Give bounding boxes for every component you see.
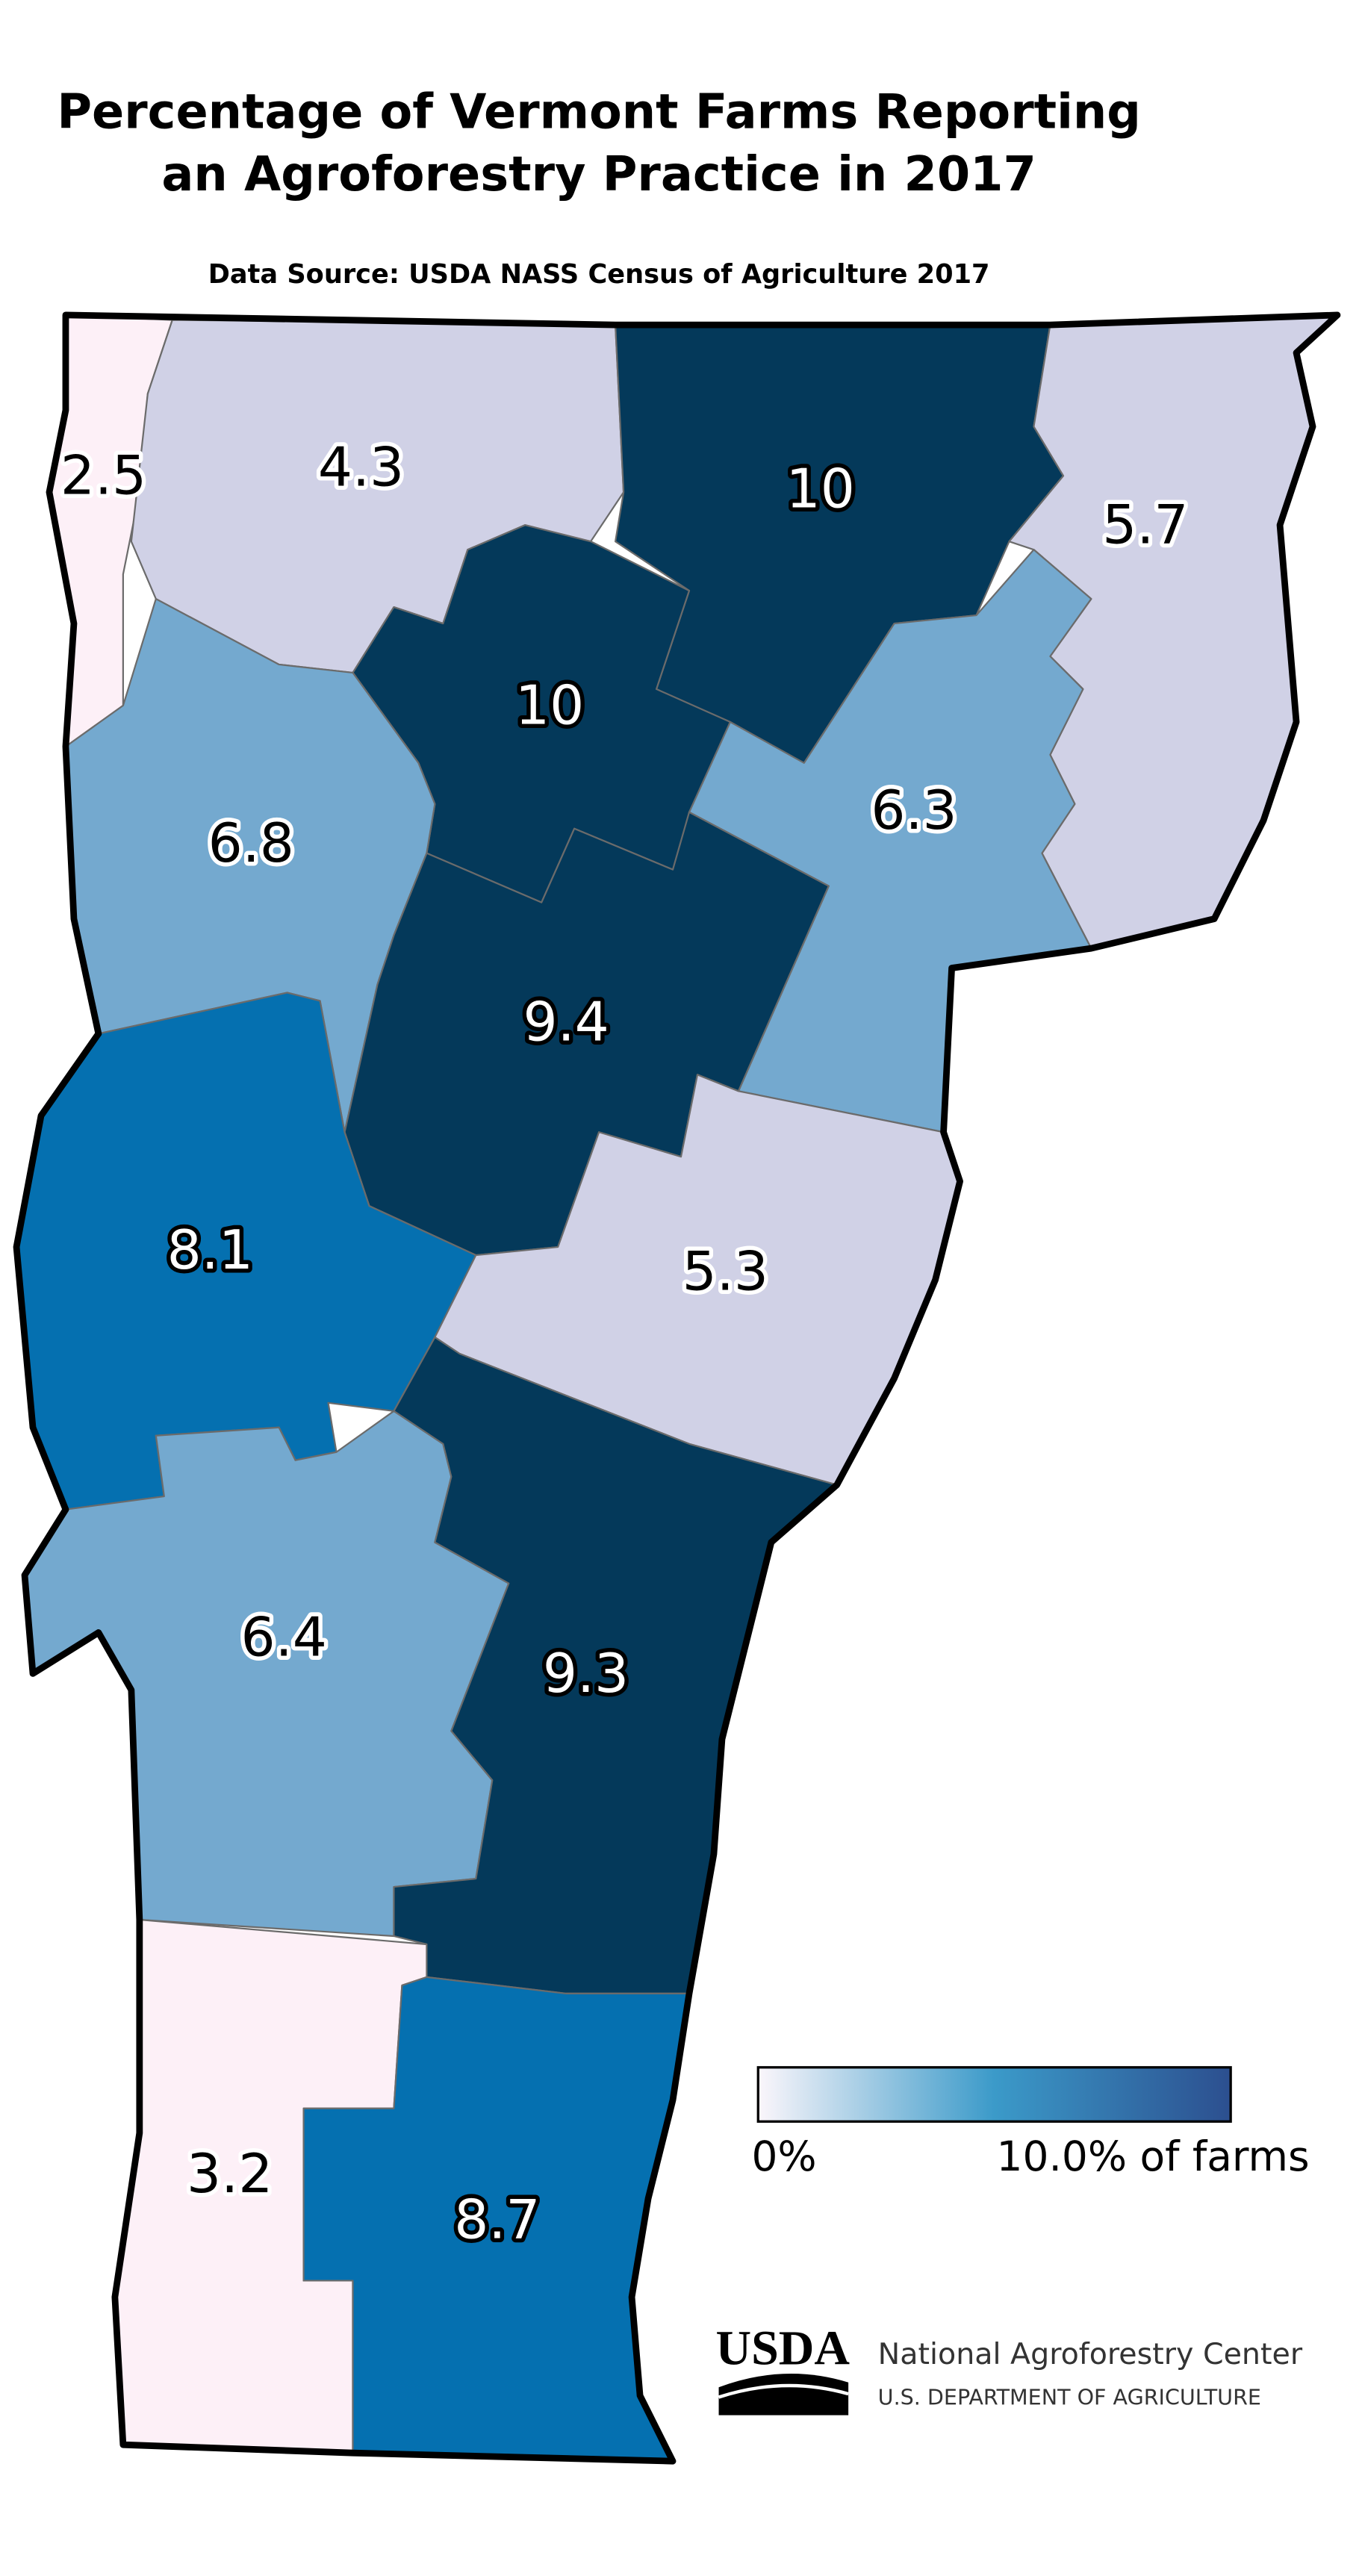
county-value: 5.7 [1102, 494, 1188, 557]
title-line: an Agroforestry Practice in 2017 [161, 147, 1036, 202]
subtitle: Data Source: USDA NASS Census of Agricul… [208, 259, 990, 290]
counties [15, 314, 1339, 2463]
dept-name: U.S. DEPARTMENT OF AGRICULTURE [878, 2385, 1261, 2410]
county-value: 6.3 [871, 780, 957, 842]
county-value: 9.3 [543, 1643, 629, 1705]
state-outline [13, 311, 1341, 2465]
county-value: 4.3 [318, 437, 404, 500]
legend-max: 10.0% of farms [997, 2132, 1310, 2180]
county [688, 549, 1092, 1133]
logo-swoosh-line [718, 2383, 849, 2399]
county-value: 9.4 [523, 991, 609, 1054]
county-value: 6.8 [208, 812, 294, 875]
county-value: 5.3 [682, 1240, 768, 1303]
county-value: 8.1 [167, 1219, 253, 1282]
county-value: 3.2 [187, 2143, 273, 2206]
value-labels: 2.5 4.3 10 5.7 10 6.3 6.8 9.4 8.1 5.3 6.4 9.3 3.2 8.7 [56, 432, 1192, 2256]
title-line: Percentage of Vermont Farms Reporting [57, 84, 1141, 140]
legend-bar [756, 2066, 1232, 2123]
county-value: 2.5 [60, 445, 146, 508]
logo: USDA [716, 2321, 851, 2375]
org-name: National Agroforestry Center [878, 2337, 1303, 2371]
legend-min: 0% [751, 2132, 816, 2180]
county-value: 8.7 [454, 2189, 540, 2252]
county-value: 10 [786, 458, 855, 520]
county-value: 6.4 [241, 1606, 327, 1669]
logo-swoosh [718, 2373, 849, 2415]
county-value: 10 [515, 674, 584, 737]
